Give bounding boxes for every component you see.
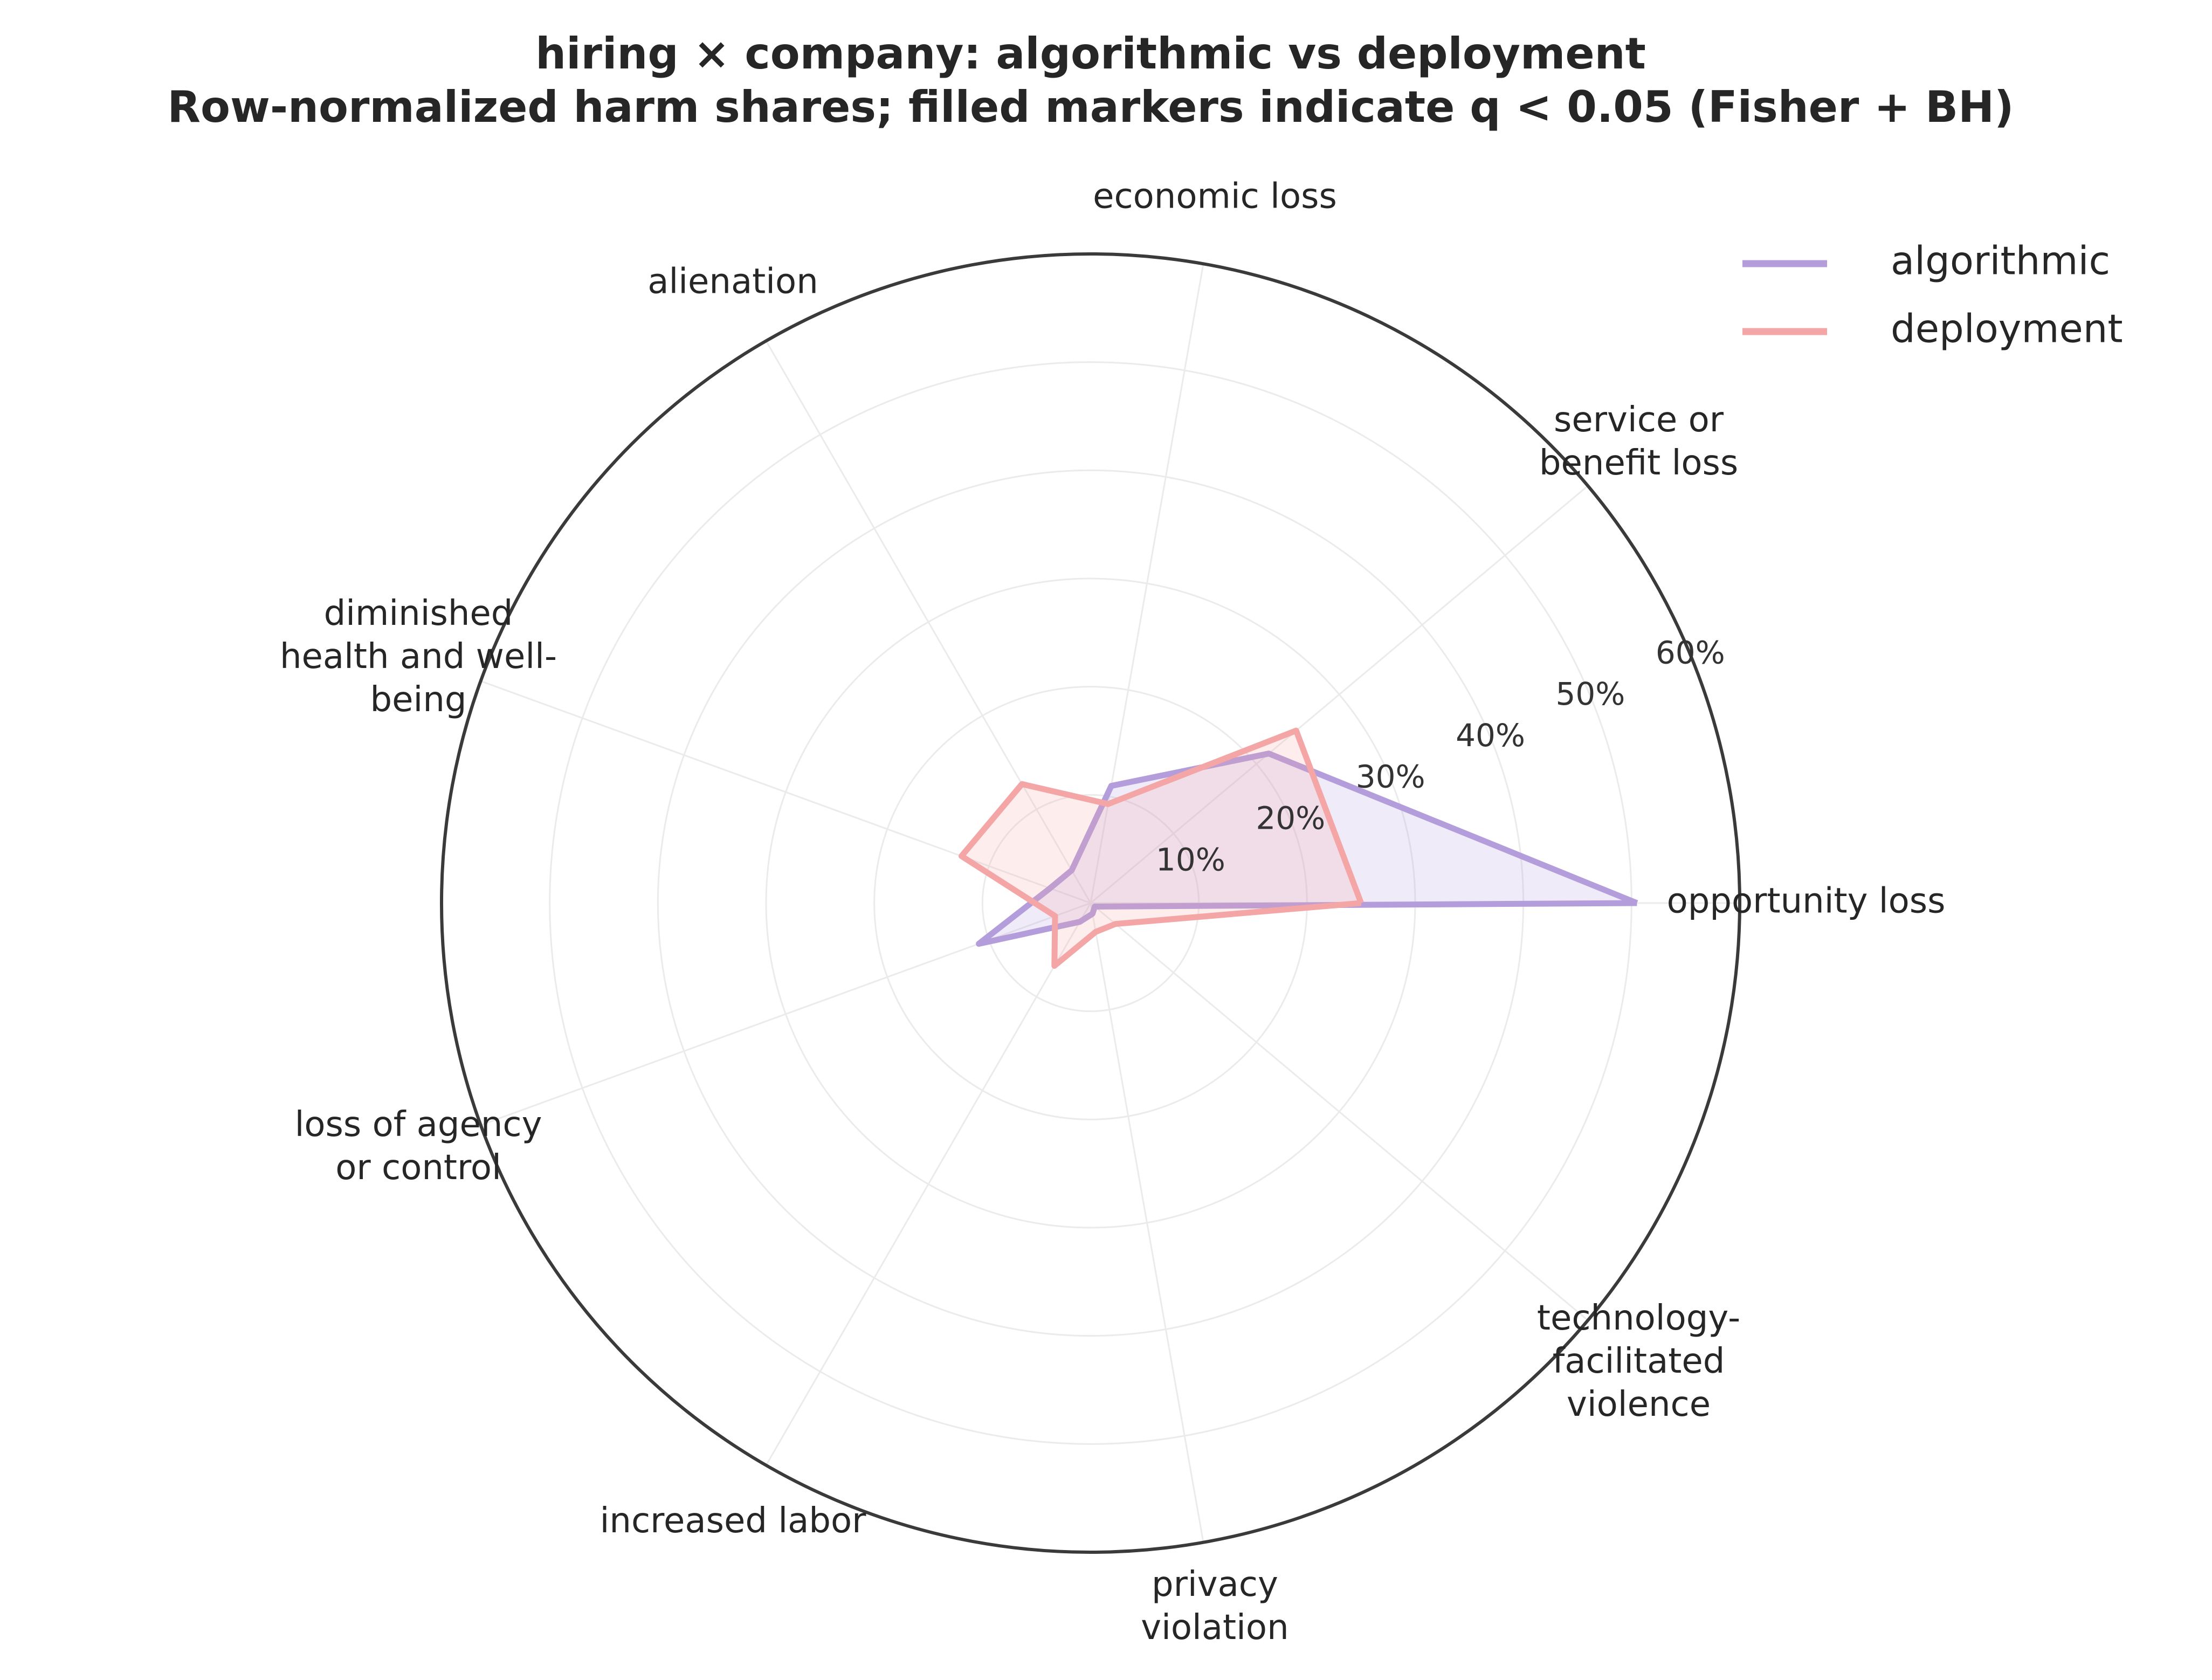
series-area <box>961 731 1361 966</box>
category-label: opportunity loss <box>1667 882 1946 921</box>
category-label: privacy violation <box>1141 1564 1288 1647</box>
spoke <box>765 340 1092 904</box>
r-tick-label: 50% <box>1555 676 1625 712</box>
series-area <box>978 753 1637 944</box>
category-label: service or benefit loss <box>1539 400 1738 483</box>
r-tick-label: 60% <box>1656 634 1725 671</box>
chart-subtitle: Row-normalized harm shares; filled marke… <box>167 82 2014 132</box>
category-label: diminished health and well-being <box>280 594 557 720</box>
spoke <box>1090 485 1589 904</box>
spoke <box>1090 902 1589 1321</box>
legend-label: deployment <box>1891 306 2123 352</box>
category-label: technology-facilitated violence <box>1537 1298 1740 1424</box>
chart-title: hiring × company: algorithmic vs deploym… <box>535 29 1646 79</box>
r-tick-label: 30% <box>1356 759 1425 795</box>
r-tick-label: 40% <box>1456 717 1525 754</box>
outer-frame <box>440 252 1741 1554</box>
category-label: economic loss <box>1093 177 1337 217</box>
spoke <box>1090 903 1204 1543</box>
r-tick-label: 20% <box>1256 800 1325 837</box>
category-label: loss of agency or control <box>295 1104 542 1187</box>
spoke <box>765 903 1092 1466</box>
legend-label: algorithmic <box>1891 238 2110 284</box>
category-label: alienation <box>647 261 818 301</box>
spoke <box>480 680 1091 904</box>
category-label: increased labor <box>600 1501 867 1541</box>
series-line <box>959 727 1364 969</box>
r-tick-label: 10% <box>1156 841 1225 878</box>
